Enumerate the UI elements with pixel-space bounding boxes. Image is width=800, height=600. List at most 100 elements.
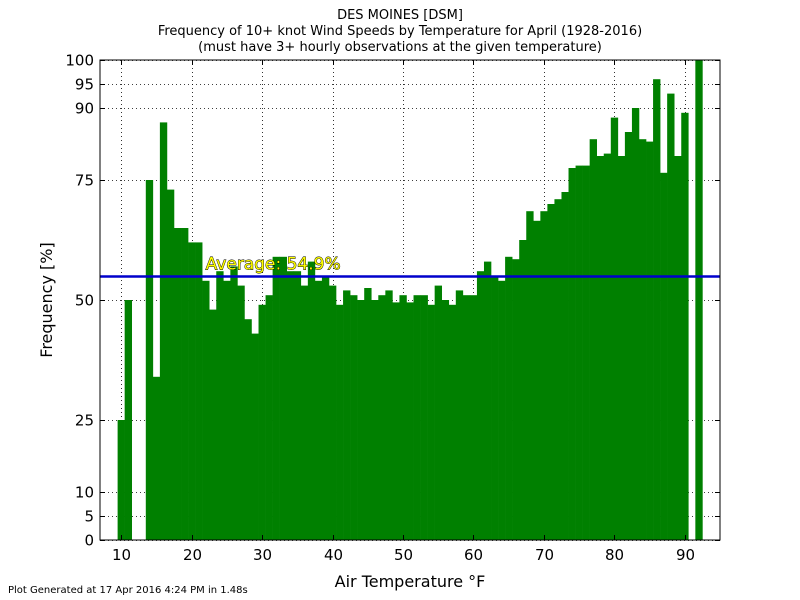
bar [491, 276, 499, 540]
average-label: Average: 54.9% [206, 254, 341, 274]
bar [392, 302, 400, 540]
bar [307, 261, 316, 540]
bar [624, 132, 633, 540]
bar [258, 304, 266, 540]
bar [279, 256, 288, 540]
bar [638, 139, 647, 540]
bar [251, 333, 259, 540]
x-tick-label: 50 [394, 546, 413, 564]
bar [589, 139, 598, 540]
x-tick-label: 30 [253, 546, 272, 564]
chart-title-line2: Frequency of 10+ knot Wind Speeds by Tem… [157, 24, 643, 39]
y-tick-label: 100 [65, 52, 94, 70]
chart-subtitle: (must have 3+ hourly observations at the… [198, 40, 602, 55]
bar [434, 285, 443, 540]
y-tick-label: 50 [75, 292, 94, 310]
bar [328, 285, 337, 540]
bar [343, 290, 351, 540]
x-axis-label: Air Temperature °F [335, 572, 486, 591]
bar [695, 60, 703, 540]
bar [533, 220, 541, 541]
bar [272, 256, 280, 540]
bar [512, 259, 520, 540]
bar [505, 256, 513, 540]
x-tick-label: 60 [464, 546, 483, 564]
bar [420, 295, 428, 540]
bar [314, 280, 323, 540]
bar [286, 271, 295, 540]
bar [441, 300, 450, 540]
x-tick-layer: 10 20 30 40 50 60 70 80 90 [112, 60, 695, 564]
bar [561, 192, 569, 540]
bar [498, 280, 506, 540]
bar [350, 295, 358, 540]
bar [145, 180, 154, 540]
bar [399, 295, 407, 540]
bar [336, 304, 344, 540]
bar [631, 108, 640, 540]
bar [371, 300, 379, 540]
bar [681, 112, 689, 541]
bar [209, 309, 217, 540]
x-tick-label: 80 [605, 546, 624, 564]
bar [117, 420, 125, 540]
bar [617, 156, 626, 540]
bar [385, 290, 393, 540]
bar [159, 122, 168, 541]
bar [321, 276, 330, 540]
bar [554, 199, 562, 540]
bar [476, 271, 485, 540]
x-tick-label: 20 [183, 546, 202, 564]
bar [378, 295, 386, 540]
bars-layer [117, 60, 703, 541]
bar [448, 304, 457, 540]
bar [455, 290, 464, 540]
bar [547, 204, 555, 540]
x-tick-label: 40 [324, 546, 343, 564]
bar [540, 211, 548, 540]
y-tick-label: 75 [75, 172, 94, 190]
footer-text: Plot Generated at 17 Apr 2016 4:24 PM in… [8, 585, 248, 596]
bar [519, 240, 527, 540]
y-tick-layer: 0 5 10 25 50 75 90 95 100 [65, 52, 720, 550]
y-tick-label: 90 [75, 100, 94, 118]
bar [195, 242, 203, 540]
bar [265, 295, 273, 540]
x-tick-label: 90 [676, 546, 695, 564]
bar [596, 156, 605, 540]
bar [653, 79, 661, 540]
bar [660, 172, 668, 541]
bar [646, 141, 654, 540]
bar [173, 228, 182, 540]
bar [300, 285, 309, 540]
bar [230, 266, 238, 540]
x-tick-label: 70 [535, 546, 554, 564]
y-tick-label: 95 [75, 76, 94, 94]
bar [216, 271, 224, 540]
bar [244, 319, 252, 540]
y-tick-label: 10 [75, 484, 94, 502]
bar [568, 168, 576, 540]
bar [124, 300, 133, 540]
bar [188, 242, 196, 540]
y-tick-label: 25 [75, 412, 94, 430]
y-tick-label: 5 [84, 508, 94, 526]
bar [610, 117, 619, 540]
x-tick-label: 10 [112, 546, 131, 564]
bar [667, 93, 675, 540]
bar [575, 165, 583, 540]
bar [357, 300, 365, 540]
average-layer: Average: 54.9% [100, 254, 720, 278]
bar [462, 295, 471, 540]
y-axis-label: Frequency [%] [37, 242, 56, 357]
chart-title: DES MOINES [DSM] [337, 8, 463, 23]
bar [152, 376, 161, 540]
bar [526, 211, 534, 540]
bar [674, 156, 682, 540]
y-tick-label: 0 [84, 532, 94, 550]
bar [582, 165, 590, 540]
bar [603, 153, 612, 540]
bar [406, 302, 414, 540]
bar [181, 228, 189, 540]
